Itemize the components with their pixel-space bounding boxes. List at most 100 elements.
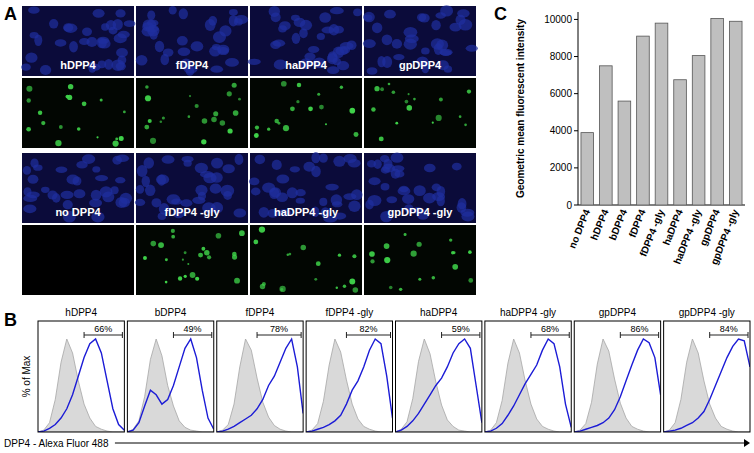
gate-end: [658, 332, 659, 338]
stain-spot: [317, 93, 320, 96]
gate-end: [257, 332, 258, 338]
nucleus: [41, 187, 50, 193]
gate-end: [346, 332, 347, 338]
nucleus: [100, 186, 113, 197]
stain-spot: [407, 105, 413, 111]
stain-spot: [162, 116, 165, 119]
nucleus: [271, 12, 281, 22]
stain-spot: [213, 111, 218, 116]
nucleus: [466, 45, 478, 52]
stain-spot: [201, 247, 205, 251]
stain-spot: [432, 122, 434, 124]
stain-spot: [279, 286, 285, 292]
stain-spot: [41, 121, 45, 125]
stain-spot: [112, 140, 118, 146]
gate-end: [122, 332, 123, 338]
stain-spot: [182, 259, 184, 261]
y-tick: [574, 56, 578, 57]
nucleus: [248, 59, 261, 65]
stain-spot: [371, 107, 376, 112]
image-bg: [250, 78, 362, 148]
image-label: hDPP4: [60, 59, 96, 71]
stain-spot: [388, 83, 391, 86]
y-tick-label: 6000: [550, 88, 573, 99]
nucleus: [348, 200, 360, 212]
image-bg: [136, 225, 248, 295]
nucleus-image: gpDPP4 -gly: [364, 153, 476, 223]
nucleus: [219, 25, 231, 36]
arrow-line: [115, 443, 744, 444]
control-histogram: [485, 339, 571, 432]
stain-spot: [399, 288, 402, 291]
nucleus: [382, 35, 393, 46]
nucleus: [431, 20, 440, 30]
stain-spot: [119, 136, 124, 141]
nucleus: [367, 160, 376, 167]
nucleus: [398, 187, 411, 196]
nucleus: [392, 165, 404, 172]
nucleus: [273, 40, 286, 47]
nucleus: [162, 155, 175, 164]
nucleus: [147, 10, 155, 20]
nucleus: [372, 23, 382, 34]
stain-spot: [26, 86, 32, 92]
stain-spot: [432, 276, 436, 280]
gate: [173, 335, 211, 336]
x-tick-label: gpDPP4 -gly: [708, 207, 740, 266]
nucleus: [91, 190, 101, 201]
stain-spot: [27, 98, 31, 102]
nucleus: [56, 167, 68, 174]
stain-spot: [287, 254, 290, 257]
stain-spot: [232, 83, 237, 88]
stain-image: [364, 78, 476, 148]
stain-spot: [369, 251, 375, 257]
nucleus: [333, 46, 344, 58]
panel-frame: [127, 321, 213, 432]
nucleus: [113, 19, 123, 30]
gate-end: [211, 332, 212, 338]
panel-frame: [396, 321, 482, 432]
y-tick-label: 2000: [550, 162, 573, 173]
nucleus: [292, 33, 301, 44]
stain-spot: [374, 86, 379, 91]
histogram-panel: 49%: [127, 321, 213, 432]
stain-spot: [338, 253, 341, 256]
nucleus: [386, 196, 397, 203]
nucleus: [440, 50, 452, 56]
nucleus: [115, 177, 125, 183]
stain-spot: [202, 118, 208, 124]
nucleus: [97, 37, 109, 44]
nucleus: [142, 176, 150, 187]
histogram-panel: 68%: [485, 321, 571, 432]
nucleus: [459, 19, 473, 31]
nucleus: [431, 38, 444, 49]
gate-end: [620, 332, 621, 338]
nucleus: [21, 63, 31, 70]
stain-spot: [158, 242, 164, 248]
nucleus: [222, 164, 234, 173]
gate-label: 82%: [359, 324, 377, 334]
nucleus: [229, 15, 238, 27]
stain-spot: [115, 137, 118, 140]
nucleus: [210, 66, 223, 73]
nucleus: [235, 154, 244, 165]
control-histogram: [574, 339, 660, 432]
gate-end: [441, 332, 442, 338]
gate: [257, 335, 301, 336]
nucleus: [353, 8, 362, 16]
image-bg: [364, 225, 476, 295]
nucleus: [404, 27, 418, 37]
nucleus: [156, 174, 169, 184]
nucleus: [278, 25, 287, 32]
stain-spot: [66, 95, 70, 99]
stain-spot: [184, 251, 187, 254]
y-tick: [574, 19, 578, 20]
curves: [127, 339, 213, 432]
nucleus-image: gpDPP4: [363, 5, 478, 76]
gate-label: 49%: [184, 324, 202, 334]
nucleus: [251, 188, 261, 196]
nucleus: [308, 46, 319, 53]
nucleus: [93, 9, 105, 18]
stained-histogram: [127, 339, 213, 432]
nucleus: [67, 175, 80, 185]
